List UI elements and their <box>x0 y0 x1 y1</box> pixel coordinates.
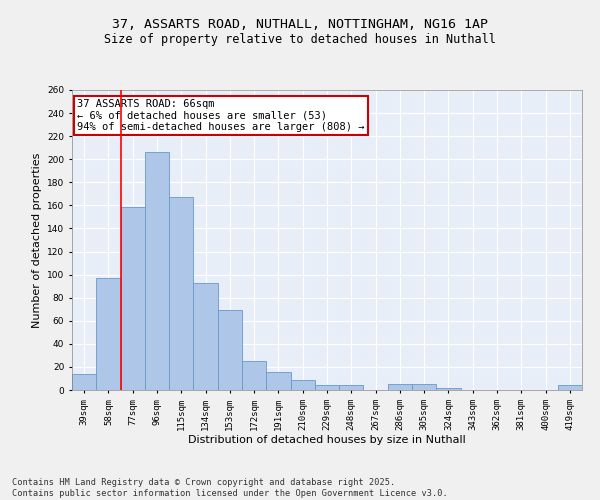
Bar <box>242 361 266 390</box>
Bar <box>193 282 218 390</box>
Bar <box>145 152 169 390</box>
Bar <box>121 206 145 390</box>
Bar <box>412 384 436 390</box>
Bar <box>558 386 582 390</box>
Bar <box>266 372 290 390</box>
Y-axis label: Number of detached properties: Number of detached properties <box>32 152 41 328</box>
Bar <box>388 384 412 390</box>
Text: 37 ASSARTS ROAD: 66sqm
← 6% of detached houses are smaller (53)
94% of semi-deta: 37 ASSARTS ROAD: 66sqm ← 6% of detached … <box>77 99 365 132</box>
Bar <box>290 380 315 390</box>
Bar <box>436 388 461 390</box>
Bar <box>339 386 364 390</box>
Bar <box>72 374 96 390</box>
Text: Size of property relative to detached houses in Nuthall: Size of property relative to detached ho… <box>104 32 496 46</box>
Text: 37, ASSARTS ROAD, NUTHALL, NOTTINGHAM, NG16 1AP: 37, ASSARTS ROAD, NUTHALL, NOTTINGHAM, N… <box>112 18 488 30</box>
Bar <box>315 386 339 390</box>
Bar <box>96 278 121 390</box>
Bar <box>218 310 242 390</box>
X-axis label: Distribution of detached houses by size in Nuthall: Distribution of detached houses by size … <box>188 436 466 446</box>
Bar <box>169 198 193 390</box>
Text: Contains HM Land Registry data © Crown copyright and database right 2025.
Contai: Contains HM Land Registry data © Crown c… <box>12 478 448 498</box>
